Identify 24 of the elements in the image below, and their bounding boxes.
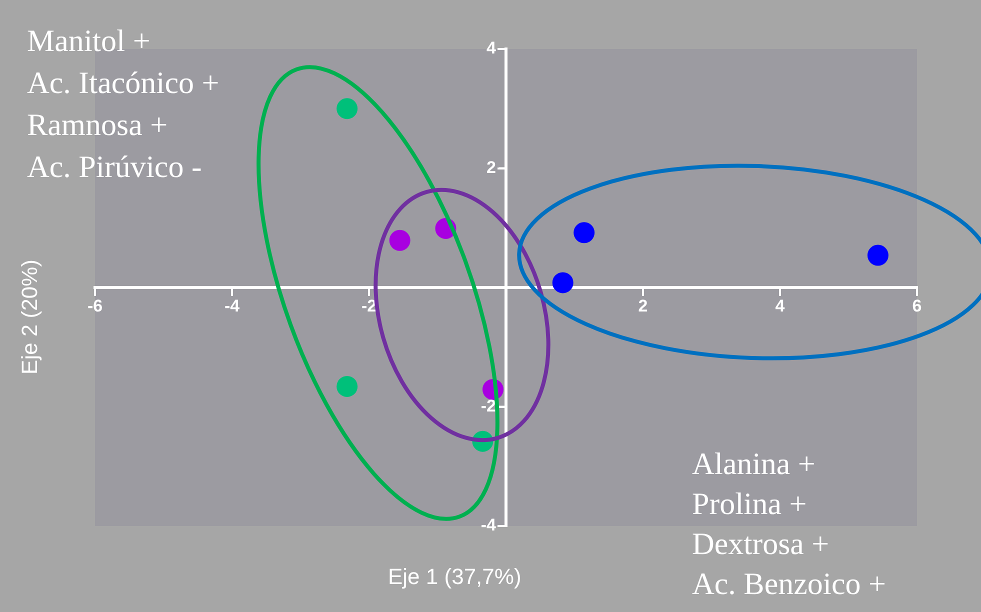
annotation: Prolina + [692, 485, 808, 523]
text: Ac. Benzoico + [692, 565, 886, 603]
annotation: Alanina + [692, 445, 816, 483]
annotation: Ac. Pirúvico - [27, 148, 203, 186]
y-axis-title: Eje 2 (20%) [17, 260, 43, 374]
point [389, 230, 410, 251]
annotation: Ac. Itacónico + [27, 64, 220, 102]
y-tick-label: 2 [486, 158, 496, 177]
x-tick-label: 6 [912, 296, 922, 316]
x-axis-title: Eje 1 (37,7%) [388, 564, 522, 590]
x-tick-label: -4 [224, 296, 240, 316]
point [336, 98, 358, 120]
point [867, 244, 888, 266]
x-tick-label: 4 [775, 296, 786, 316]
annotation: Dextrosa + [692, 525, 830, 563]
annotation: Manitol + [27, 22, 152, 60]
point [336, 376, 358, 397]
y-tick-label: 4 [486, 38, 497, 58]
x-tick-label: 2 [638, 296, 648, 316]
x-tick-label: -6 [87, 296, 103, 316]
y-tick-label: -4 [480, 516, 497, 535]
point [552, 272, 574, 294]
annotation: Ramnosa + [27, 106, 169, 144]
point [574, 222, 595, 244]
